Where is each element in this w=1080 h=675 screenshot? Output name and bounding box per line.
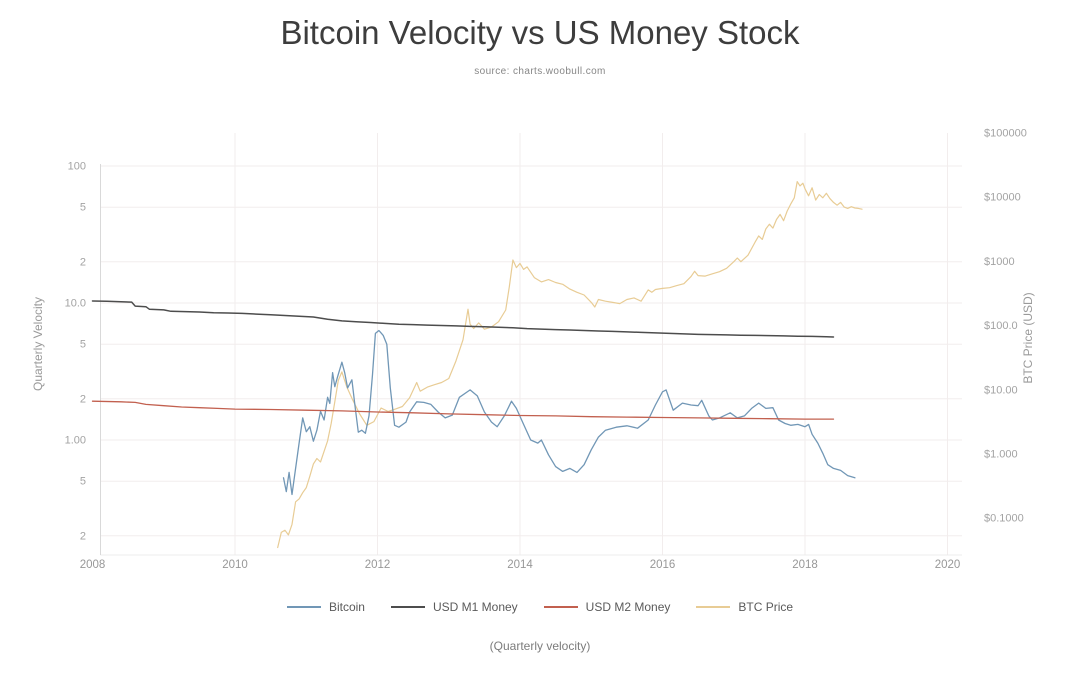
series-line-usd-m2-money[interactable] [91,400,835,420]
left-tick-label: 100 [68,161,86,173]
legend-label: BTC Price [738,600,794,614]
legend-line-swatch [390,606,425,608]
legend-line-swatch [286,606,321,608]
left-tick-label: 5 [80,339,86,351]
x-tick-label: 2010 [222,559,248,571]
legend-line-swatch [696,606,731,608]
legend-item-usd-m2-money[interactable]: USD M2 Money [543,600,671,614]
left-tick-label: 5 [80,476,86,488]
chart-title: Bitcoin Velocity vs US Money Stock [280,14,800,51]
x-tick-label: 2020 [935,559,961,571]
x-tick-label: 2018 [792,559,818,571]
series-line-btc-price[interactable] [277,181,863,549]
left-tick-label: 10.0 [65,298,86,310]
legend-label: USD M1 Money [432,600,518,614]
right-tick-label: $1000 [984,256,1015,268]
left-tick-label: 5 [80,202,86,214]
x-tick-label: 2014 [507,559,533,571]
right-tick-label: $1.000 [984,449,1018,461]
right-tick-label: $10.00 [984,384,1018,396]
x-tick-label: 2012 [365,559,391,571]
left-tick-label: 2 [80,393,86,405]
left-tick-label: 2 [80,530,86,542]
x-tick-label: 2008 [80,559,106,571]
right-axis-title: BTC Price (USD) [1021,292,1035,383]
chart-source: source: charts.woobull.com [474,66,606,77]
legend-item-bitcoin[interactable]: Bitcoin [286,600,365,614]
series-line-bitcoin[interactable] [282,329,856,496]
legend: Bitcoin USD M1 Money USD M2 Money BTC Price [0,600,1080,614]
left-tick-label: 1.00 [65,435,86,447]
legend-label: USD M2 Money [585,600,671,614]
legend-label: Bitcoin [328,600,365,614]
right-tick-label: $10000 [984,192,1021,204]
series-line-usd-m1-money[interactable] [91,300,835,338]
left-tick-label: 2 [80,256,86,268]
left-axis-title: Quarterly Velocity [31,297,45,391]
chart-caption: (Quarterly velocity) [489,639,591,653]
legend-item-usd-m1-money[interactable]: USD M1 Money [390,600,518,614]
right-tick-label: $100000 [984,128,1027,140]
legend-line-swatch [543,606,578,608]
legend-item-btc-price[interactable]: BTC Price [696,600,793,614]
right-tick-label: $100.0 [984,320,1018,332]
x-tick-label: 2016 [650,559,676,571]
right-tick-label: $0.1000 [984,513,1024,525]
